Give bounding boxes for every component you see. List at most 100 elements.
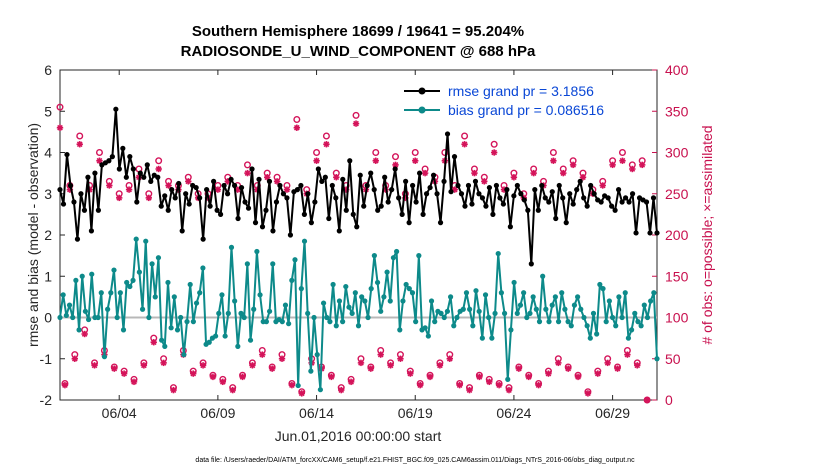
rmse-point xyxy=(500,201,506,207)
rmse-point xyxy=(430,172,437,178)
rmse-point xyxy=(301,211,307,217)
rmse-point xyxy=(238,184,245,191)
rmse-point xyxy=(312,199,318,205)
bias-point xyxy=(403,281,409,288)
bias-point xyxy=(241,314,247,321)
bias-point xyxy=(543,306,549,312)
rmse-point xyxy=(322,174,328,180)
obs-assimilated-marker xyxy=(338,386,345,394)
rmse-point xyxy=(476,191,482,197)
rmse-point xyxy=(591,191,597,197)
bias-point xyxy=(222,333,228,339)
rmse-point xyxy=(420,211,426,217)
bias-point xyxy=(562,306,568,312)
obs-assimilated-marker xyxy=(239,373,246,381)
obs-assimilated-marker xyxy=(629,165,636,173)
rmse-point xyxy=(273,199,280,205)
rmse-point xyxy=(511,193,517,199)
rmse-point xyxy=(221,182,227,189)
obs-assimilated-marker xyxy=(81,330,88,338)
left-y-tick-label: 6 xyxy=(44,62,52,78)
obs-possible-marker xyxy=(155,157,163,165)
rmse-point xyxy=(256,176,262,182)
rmse-point xyxy=(553,215,559,222)
obs-possible-marker xyxy=(490,140,498,148)
bias-point xyxy=(368,286,374,292)
rmse-line xyxy=(59,108,658,265)
legend-bias-label: bias grand pr = 0.086516 xyxy=(448,102,604,118)
rmse-point xyxy=(626,199,632,205)
rmse-point xyxy=(127,154,133,160)
rmse-point xyxy=(266,178,273,184)
obs-assimilated-marker xyxy=(372,157,379,164)
bias-point xyxy=(60,292,66,298)
obs-assimilated-marker xyxy=(111,365,118,372)
bias-point xyxy=(327,319,333,325)
bias-point xyxy=(486,314,492,321)
bias-point xyxy=(79,273,85,279)
rmse-point xyxy=(155,174,161,180)
rmse-point xyxy=(514,182,520,189)
rmse-point xyxy=(228,176,234,182)
series-group xyxy=(57,106,660,393)
left-y-tick-label: -2 xyxy=(40,392,53,408)
bias-point xyxy=(346,304,352,310)
obs-assimilated-marker xyxy=(273,178,281,185)
rmse-point xyxy=(106,158,112,164)
rmse-point xyxy=(109,154,115,160)
rmse-point xyxy=(217,211,224,217)
obs-assimilated-marker xyxy=(155,165,162,173)
rmse-point xyxy=(172,195,178,201)
left-y-axis-ticks: -2 -1 0 1 2 3 4 5 6 xyxy=(40,62,65,408)
obs-assimilated-marker xyxy=(486,378,493,386)
bias-point xyxy=(635,319,641,325)
rmse-point xyxy=(504,187,510,193)
bias-point xyxy=(320,300,327,306)
bias-point xyxy=(628,327,635,333)
rmse-point xyxy=(319,178,325,184)
bias-point xyxy=(105,306,111,312)
x-tick-label: 06/19 xyxy=(398,405,433,421)
bias-point xyxy=(609,314,616,321)
rmse-point xyxy=(525,207,531,213)
bias-point xyxy=(432,319,438,325)
obs-assimilated-marker xyxy=(185,178,192,185)
bias-point xyxy=(89,271,95,277)
rmse-point xyxy=(294,187,301,193)
bias-point xyxy=(648,298,654,304)
obs-assimilated-marker xyxy=(145,194,153,202)
rmse-point xyxy=(647,230,653,236)
bias-point xyxy=(394,248,400,255)
rmse-point xyxy=(347,158,353,164)
obs-assimilated-marker xyxy=(495,381,503,389)
bias-point xyxy=(143,238,149,244)
obs-assimilated-marker xyxy=(599,182,606,189)
bias-point xyxy=(533,306,539,312)
rmse-point xyxy=(350,211,356,217)
bias-point xyxy=(409,290,416,296)
obs-assimilated-marker xyxy=(476,373,483,381)
rmse-point xyxy=(186,201,192,207)
rmse-point xyxy=(654,230,660,236)
rmse-point xyxy=(277,182,283,189)
obs-assimilated-marker xyxy=(421,169,429,177)
obs-assimilated-marker xyxy=(209,373,217,381)
obs-assimilated-marker xyxy=(61,381,69,389)
bias-point xyxy=(146,314,152,321)
bias-point xyxy=(406,286,412,292)
rmse-point xyxy=(535,207,541,213)
bias-point xyxy=(57,314,63,321)
rmse-point xyxy=(434,191,440,197)
rmse-point xyxy=(364,182,370,189)
bias-point xyxy=(498,290,504,296)
bias-point xyxy=(114,314,120,321)
bias-point xyxy=(587,335,593,341)
bias-point xyxy=(454,314,460,321)
bias-point xyxy=(622,290,628,296)
obs-assimilated-marker xyxy=(283,186,291,193)
rmse-point xyxy=(486,184,493,191)
rmse-point xyxy=(263,207,269,213)
obs-assimilated-marker xyxy=(264,174,271,181)
bias-point xyxy=(536,319,543,325)
bias-point xyxy=(149,261,155,267)
